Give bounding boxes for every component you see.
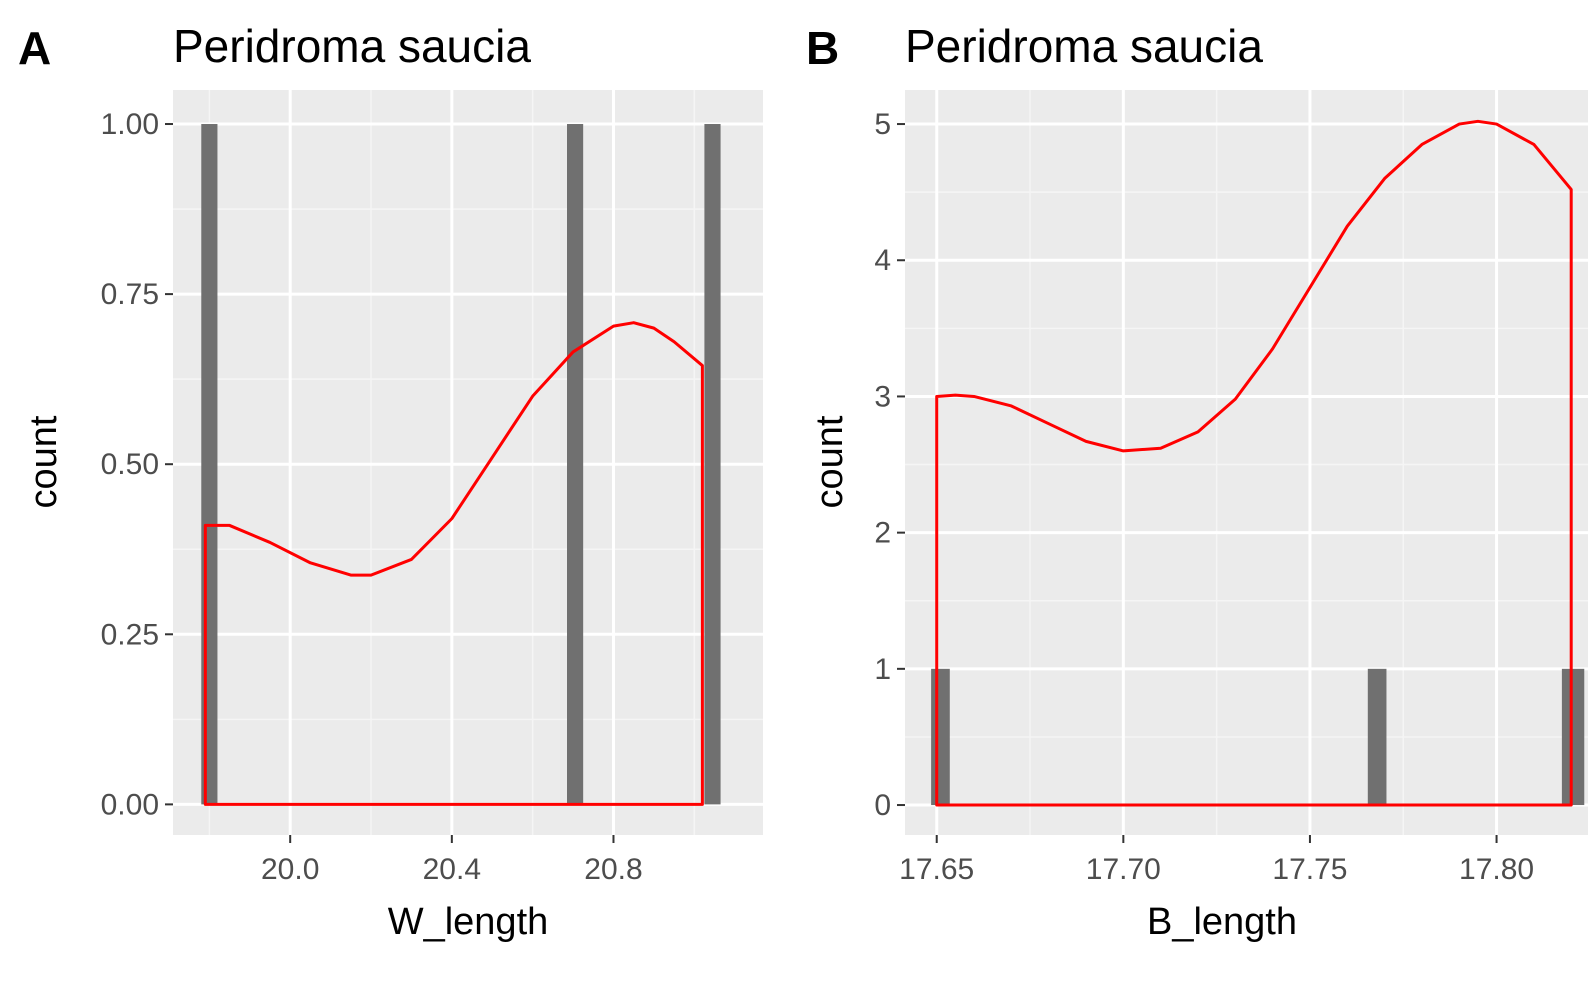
- histogram-bar: [567, 124, 584, 805]
- histogram-bar: [201, 124, 218, 805]
- histogram-bar: [931, 668, 950, 806]
- panel-b-title: Peridroma saucia: [905, 20, 1263, 72]
- x-tick-label: 20.4: [423, 853, 481, 886]
- x-tick-label: 20.0: [261, 853, 319, 886]
- x-tick-label: 17.70: [1086, 853, 1161, 886]
- panel-a-x-axis: 20.0 20.4 20.8: [261, 835, 643, 886]
- panel-b-plot-background: [905, 90, 1588, 835]
- y-tick-label: 4: [874, 244, 891, 277]
- panel-a-x-axis-title: W_length: [388, 901, 549, 943]
- panel-a: A Peridroma saucia 0.000.250.500.751.00 …: [18, 20, 763, 943]
- panel-a-gridlines: [173, 90, 763, 835]
- panel-a-y-axis: 0.00 0.25 0.50 0.75 1.00: [101, 108, 173, 821]
- panel-b: B Peridroma saucia 0 1 2 3 4 5 17.65 17.70 17.7…: [806, 20, 1588, 943]
- panel-b-y-axis: 0 1 2 3 4 5: [874, 108, 905, 822]
- histogram-bar: [704, 124, 721, 805]
- panel-a-plot-background: [173, 90, 763, 835]
- histogram-bar: [1561, 668, 1585, 806]
- x-tick-label: 17.75: [1272, 853, 1347, 886]
- x-tick-label: 20.8: [584, 853, 642, 886]
- y-tick-label: 5: [874, 108, 891, 141]
- histogram-bar: [1367, 668, 1387, 806]
- y-tick-label: 1.00: [101, 108, 159, 141]
- y-tick-label: 0.25: [101, 618, 159, 651]
- panel-a-bars: [201, 124, 721, 805]
- panel-b-y-axis-title: count: [809, 415, 851, 508]
- panel-b-x-axis: 17.65 17.70 17.75 17.80: [899, 835, 1534, 886]
- panel-a-letter: A: [18, 22, 51, 74]
- panel-b-letter: B: [806, 22, 839, 74]
- y-tick-label: 0.75: [101, 278, 159, 311]
- panel-b-density-curve: [935, 119, 1573, 807]
- x-tick-label: 17.80: [1459, 853, 1534, 886]
- panel-a-title: Peridroma saucia: [173, 20, 531, 72]
- y-tick-label: 1: [874, 653, 891, 686]
- y-tick-label: 0: [874, 789, 891, 822]
- y-tick-label: 3: [874, 380, 891, 413]
- panel-b-x-axis-title: B_length: [1147, 901, 1297, 943]
- y-tick-label: 0.50: [101, 448, 159, 481]
- y-tick-label: 2: [874, 517, 891, 550]
- x-tick-label: 17.65: [899, 853, 974, 886]
- y-tick-label: 0.00: [101, 788, 159, 821]
- panel-a-density-curve: [203, 321, 704, 806]
- panel-a-y-axis-title: count: [23, 415, 65, 508]
